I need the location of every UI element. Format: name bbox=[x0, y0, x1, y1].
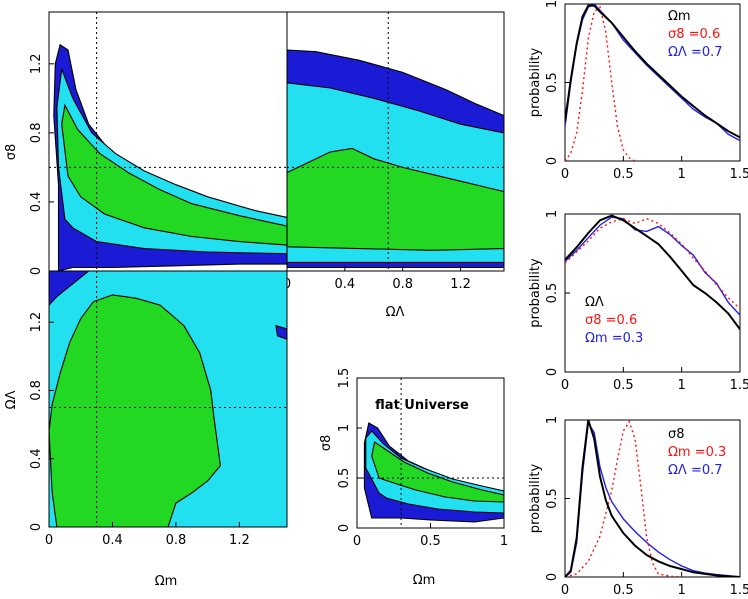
y-tick-label: 1 bbox=[545, 0, 560, 8]
contour-ol-s8 bbox=[287, 49, 504, 269]
x-tick-label: 0 bbox=[353, 534, 361, 549]
x-tick-label: 1.5 bbox=[730, 167, 748, 182]
prob_s8-frame bbox=[564, 419, 741, 578]
y-tick-label: 0.5 bbox=[545, 283, 560, 304]
legend-entry: Ωm =0.3 bbox=[668, 445, 726, 460]
x-tick-label: 0.4 bbox=[102, 533, 123, 548]
x-axis-label: ΩΛ bbox=[386, 305, 405, 320]
x-tick-label: 0 bbox=[561, 167, 569, 182]
y-tick-label: 1 bbox=[545, 210, 560, 218]
x-tick-label: 0.5 bbox=[420, 534, 441, 549]
x-axis-label: Ωm bbox=[155, 574, 178, 589]
x-tick-label: 1 bbox=[678, 378, 686, 393]
series-line bbox=[565, 214, 740, 330]
x-axis-label: Ωm bbox=[413, 573, 436, 588]
y-axis-label: σ8 bbox=[319, 435, 334, 452]
y-axis-label: ΩΛ bbox=[4, 390, 19, 409]
legend-title: Ωm bbox=[668, 9, 691, 24]
x-tick-label: 0 bbox=[561, 378, 569, 393]
y-tick-label: 0.4 bbox=[29, 448, 44, 469]
y-tick-label: 0.8 bbox=[29, 380, 44, 401]
series-line bbox=[565, 5, 636, 161]
y-tick-label: 0 bbox=[29, 523, 44, 531]
series-line bbox=[565, 419, 682, 577]
y-tick-label: 1.5 bbox=[337, 368, 352, 389]
legend-entry: ΩΛ =0.7 bbox=[668, 45, 723, 60]
x-tick-label: 0.8 bbox=[392, 277, 413, 292]
panel-ol-s8-frame bbox=[286, 11, 505, 272]
x-tick-label: 0 bbox=[45, 533, 53, 548]
contour-inner bbox=[49, 294, 221, 527]
x-tick-label: 0.8 bbox=[166, 533, 187, 548]
x-tick-label: 0.5 bbox=[613, 378, 634, 393]
y-tick-label: 1.2 bbox=[29, 53, 44, 74]
x-tick-label: 1.5 bbox=[730, 583, 748, 598]
y-tick-label: 0 bbox=[29, 267, 44, 275]
contour-inner bbox=[287, 147, 504, 251]
y-tick-label: 1.2 bbox=[29, 312, 44, 333]
x-tick-label: 1 bbox=[678, 167, 686, 182]
x-tick-label: 0.5 bbox=[613, 583, 634, 598]
contour-inner bbox=[61, 103, 287, 246]
contour-outer-fleck bbox=[275, 324, 287, 340]
y-tick-label: 0 bbox=[545, 368, 560, 376]
series-line bbox=[565, 4, 740, 139]
legend-entry: ΩΛ =0.7 bbox=[668, 463, 723, 478]
legend-entry: σ8 =0.6 bbox=[585, 313, 637, 328]
x-tick-label: 1.2 bbox=[450, 277, 471, 292]
y-tick-label: 0.8 bbox=[29, 123, 44, 144]
x-tick-label: 1 bbox=[500, 534, 508, 549]
contour-om-s8 bbox=[53, 43, 287, 271]
y-axis-label: probability bbox=[528, 464, 543, 534]
y-axis-label: probability bbox=[528, 258, 543, 328]
y-axis-label: σ8 bbox=[4, 144, 19, 161]
y-tick-label: 0 bbox=[545, 157, 560, 165]
y-tick-label: 0.5 bbox=[545, 488, 560, 509]
x-tick-label: 0.4 bbox=[335, 277, 356, 292]
y-tick-label: 0.4 bbox=[29, 192, 44, 213]
series-line bbox=[565, 217, 740, 310]
x-tick-label: 1.2 bbox=[229, 533, 250, 548]
x-tick-label: 1 bbox=[678, 583, 686, 598]
legend-entry: Ωm =0.3 bbox=[585, 331, 643, 346]
series-line bbox=[565, 216, 740, 316]
contour-inner bbox=[371, 441, 504, 503]
x-tick-label: 1.5 bbox=[730, 378, 748, 393]
y-tick-label: 0 bbox=[545, 573, 560, 581]
contour-flat bbox=[363, 422, 504, 523]
y-tick-label: 0.5 bbox=[545, 72, 560, 93]
contour-om-ol bbox=[49, 271, 287, 527]
x-tick-label: 0 bbox=[561, 583, 569, 598]
legend-title: ΩΛ bbox=[585, 295, 604, 310]
contour-outer-corner bbox=[49, 271, 90, 306]
legend-title: σ8 bbox=[668, 427, 685, 442]
y-tick-label: 1 bbox=[545, 416, 560, 424]
y-tick-label: 0 bbox=[337, 524, 352, 532]
legend-entry: σ8 =0.6 bbox=[668, 27, 720, 42]
y-tick-label: 1 bbox=[337, 424, 352, 432]
panel-om-ol-frame bbox=[48, 270, 288, 528]
x-tick-label: 0.5 bbox=[613, 167, 634, 182]
series-line bbox=[565, 419, 740, 577]
y-tick-label: 0.5 bbox=[337, 468, 352, 489]
panel-title: flat Universe bbox=[375, 398, 469, 413]
y-axis-label: probability bbox=[528, 48, 543, 118]
